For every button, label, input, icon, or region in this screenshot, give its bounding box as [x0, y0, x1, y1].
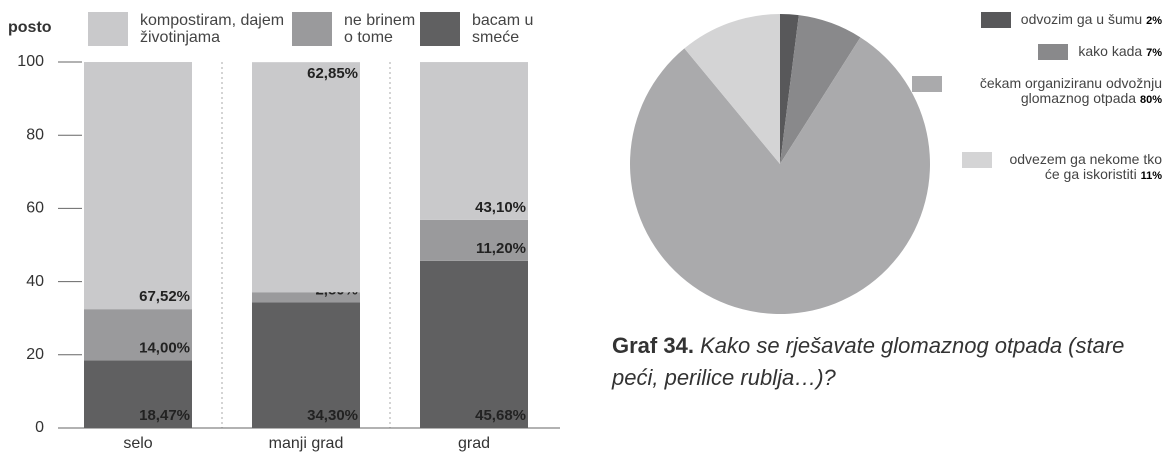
- legend-value: 7%: [1146, 47, 1162, 59]
- value-label: 43,10%: [475, 199, 526, 216]
- y-tick-label: 0: [35, 419, 44, 436]
- bar-segment: [84, 309, 192, 361]
- legend-swatch: [962, 152, 992, 168]
- legend-item: kako kada 7%: [1038, 44, 1162, 61]
- bar-segment: [420, 62, 528, 220]
- value-label: 45,68%: [475, 407, 526, 424]
- caption: Graf 34. Kako se rješavate glomaznog otp…: [612, 330, 1168, 394]
- legend-text: bacam u smeće: [472, 12, 534, 46]
- legend-label: odvezem ga nekome tko će ga iskoristiti …: [1002, 152, 1162, 184]
- bar-segment: [420, 219, 528, 261]
- bar-segment: [252, 62, 360, 293]
- y-axis-label: posto: [8, 19, 52, 36]
- value-label: 11,20%: [476, 240, 526, 257]
- legend-label: bacam u smeće: [472, 12, 552, 46]
- legend-text: ne brinem o tome: [344, 12, 416, 46]
- legend-item: čekam organiziranu odvožnju glomaznog ot…: [912, 76, 1162, 108]
- legend-swatch: [980, 12, 1011, 28]
- legend-value: 11%: [1140, 170, 1162, 182]
- legend-text: kako kada: [1078, 43, 1143, 59]
- legend-swatch: [292, 12, 332, 46]
- pie-slice: [780, 14, 799, 164]
- bar-segment: [84, 360, 192, 428]
- legend-text: čekam organiziranu odvožnju glomaznog ot…: [979, 75, 1162, 106]
- caption-title: Kako se rješavate glomaznog otpada (star…: [612, 333, 1125, 390]
- bar-segment: [252, 302, 360, 428]
- legend-text: kompostiram, dajem životinjama: [140, 12, 285, 46]
- legend-swatch: [88, 12, 128, 46]
- pie-slice: [684, 13, 780, 164]
- bar-segment: [84, 62, 192, 310]
- y-tick-label: 40: [26, 273, 44, 290]
- caption-label: Graf 34.: [612, 333, 694, 358]
- x-tick-label: manji grad: [269, 435, 344, 452]
- legend-value: 80%: [1139, 94, 1162, 106]
- legend-value: 2%: [1146, 15, 1162, 27]
- legend-swatch: [912, 76, 942, 92]
- pie-slice: [780, 15, 861, 164]
- legend-item: odvezem ga nekome tko će ga iskoristiti …: [962, 152, 1162, 184]
- bar-segment: [420, 260, 528, 428]
- legend-label: kompostiram, dajem životinjama: [140, 12, 290, 46]
- bar-segment: [252, 292, 360, 303]
- y-tick-label: 80: [26, 126, 44, 143]
- value-label: 34,30%: [307, 407, 358, 424]
- legend-label: čekam organiziranu odvožnju glomaznog ot…: [952, 76, 1162, 108]
- legend-label: odvozim ga u šumu 2%: [1021, 12, 1162, 29]
- value-label: 14,00%: [139, 339, 190, 356]
- y-tick-label: 60: [26, 200, 44, 217]
- value-label: 67,52%: [139, 288, 190, 305]
- y-tick-label: 100: [17, 53, 44, 70]
- legend-text: odvezem ga nekome tko će ga iskoristiti: [1009, 151, 1162, 182]
- y-tick-label: 20: [26, 346, 44, 363]
- legend-label: kako kada 7%: [1078, 44, 1162, 61]
- pie-slice: [630, 37, 930, 315]
- legend-swatch: [1038, 44, 1069, 60]
- x-tick-label: selo: [123, 435, 152, 452]
- legend-swatch: [420, 12, 460, 46]
- legend-text: odvozim ga u šumu: [1020, 11, 1143, 27]
- legend-label: ne brinem o tome: [344, 12, 424, 46]
- value-label: 62,85%: [307, 65, 358, 82]
- x-tick-label: grad: [458, 435, 490, 452]
- value-label: 18,47%: [139, 407, 190, 424]
- legend-item: odvozim ga u šumu 2%: [980, 12, 1162, 29]
